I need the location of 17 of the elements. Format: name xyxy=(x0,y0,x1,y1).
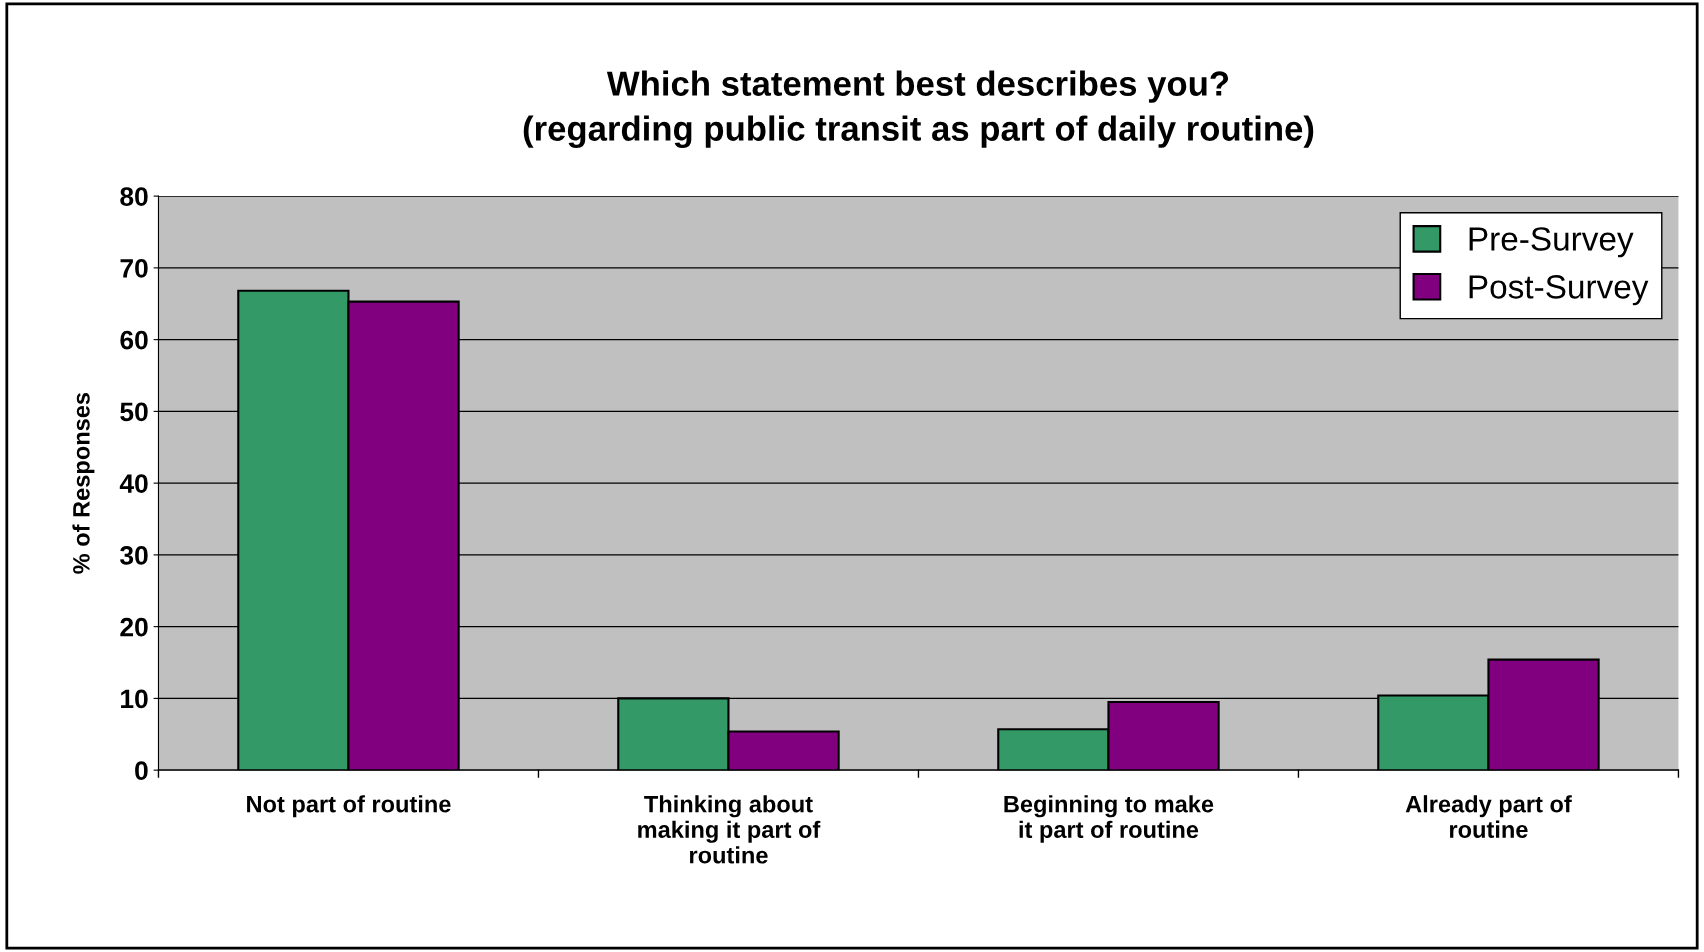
y-tick-label: 60 xyxy=(120,330,148,350)
x-tick-label: Thinking about making it part of routine xyxy=(638,795,821,864)
y-tick-label: 80 xyxy=(120,187,148,206)
y-tick-label: 0 xyxy=(135,761,148,780)
y-tick-label: 70 xyxy=(120,259,148,278)
y-tick-label: 20 xyxy=(120,617,148,637)
x-tick-label: Beginning to make it part of routine xyxy=(1004,795,1214,843)
chart-title: Which statement best describes you? (regarding public transit as part of daily routine) xyxy=(523,70,1314,148)
y-tick-label: 40 xyxy=(119,474,148,493)
y-tick-label: 50 xyxy=(120,402,148,422)
legend-label: Pre-Survey xyxy=(1469,227,1634,258)
y-tick-label: 10 xyxy=(121,689,148,709)
legend-label: Post-Survey xyxy=(1469,275,1649,306)
x-tick-label: Already part of routine xyxy=(1405,795,1572,838)
y-axis-title: % of Responses xyxy=(72,392,95,574)
y-tick-label: 30 xyxy=(120,546,148,565)
x-tick-label: Not part of routine xyxy=(247,795,451,818)
